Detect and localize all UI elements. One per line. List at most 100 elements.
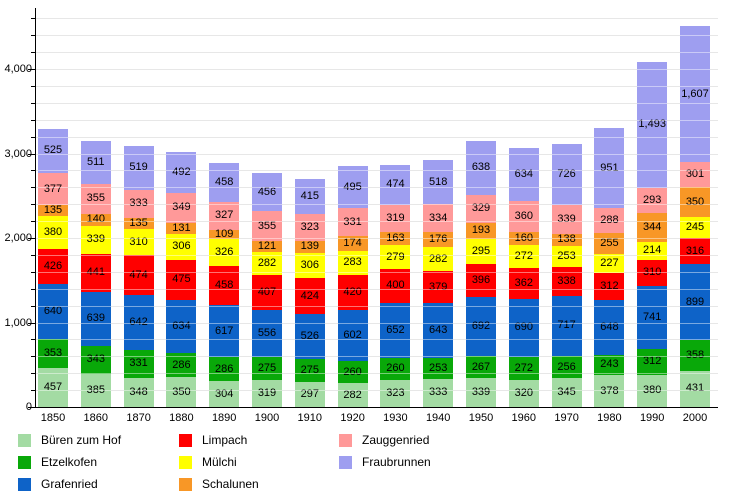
legend-label: Fraubrunnen [362, 455, 431, 469]
segment-value-label: 343 [86, 353, 105, 366]
bar-segment-1960: 360 [508, 201, 539, 232]
segment-value-label: 350 [172, 385, 191, 398]
segment-value-label: 492 [172, 165, 191, 178]
y-tick-label: 2,000 [4, 232, 32, 244]
segment-value-label: 648 [600, 320, 619, 333]
y-tick-label: 4,000 [4, 63, 32, 75]
segment-value-label: 951 [600, 161, 619, 174]
x-tick-label: 1890 [211, 412, 237, 424]
segment-value-label: 306 [172, 240, 191, 253]
bar-segment-1910: 297 [294, 381, 325, 407]
y-minor-tick [31, 170, 35, 172]
bar-segment-2000: 350 [680, 187, 710, 218]
segment-value-label: 319 [257, 387, 277, 400]
segment-value-label: 526 [300, 329, 319, 342]
segment-value-label: 458 [215, 279, 234, 292]
segment-value-label: 378 [600, 384, 619, 397]
segment-value-label: 320 [514, 386, 533, 399]
bar-segment-2000: 358 [680, 340, 710, 371]
gridline [36, 18, 718, 20]
bar-segment-1870: 642 [123, 295, 154, 350]
segment-value-label: 339 [471, 386, 491, 399]
segment-value-label: 140 [86, 213, 105, 226]
bar-segment-1880: 492 [166, 151, 197, 194]
bar-segment-1860: 385 [80, 374, 111, 407]
bar-segment-1900: 319 [252, 380, 282, 407]
segment-value-label: 338 [557, 274, 576, 287]
segment-value-label: 457 [43, 381, 63, 394]
bar-segment-1950: 638 [466, 140, 496, 195]
segment-value-label: 350 [685, 195, 705, 208]
y-minor-tick [31, 339, 35, 341]
gridline [36, 204, 718, 206]
x-tick-label: 1960 [511, 412, 537, 424]
bar-1990: 380 312 741 310 214 344 293 1,493 [637, 61, 668, 407]
bar-segment-1950: 396 [466, 263, 496, 298]
segment-value-label: 279 [386, 250, 405, 263]
gridline-overlay [36, 238, 718, 239]
segment-value-label: 634 [172, 320, 191, 332]
gridline [36, 390, 718, 392]
bar-segment-1940: 282 [423, 247, 454, 272]
segment-value-label: 1,493 [638, 118, 666, 131]
bar-segment-1900: 407 [252, 275, 282, 310]
segment-value-label: 272 [514, 250, 533, 263]
bar-segment-1930: 260 [380, 357, 411, 380]
bar-segment-2000: 431 [680, 370, 710, 407]
bar-segment-1860: 343 [80, 345, 111, 375]
x-tick-label: 1970 [554, 412, 579, 424]
segment-value-label: 362 [514, 276, 533, 289]
bar-segment-1890: 304 [209, 381, 240, 407]
gridline [36, 305, 718, 307]
bar-segment-1920: 174 [337, 236, 368, 251]
bar-segment-1880: 286 [166, 353, 197, 378]
segment-value-label: 431 [685, 382, 705, 395]
bar-segment-1970: 253 [551, 245, 582, 268]
bar-segment-1870: 348 [123, 377, 154, 407]
bar-segment-1980: 648 [594, 299, 625, 355]
segment-value-label: 396 [471, 274, 491, 287]
bar-segment-1990: 741 [637, 285, 668, 349]
x-tick-label: 1880 [169, 412, 194, 424]
segment-value-label: 385 [86, 384, 105, 397]
bar-segment-2000: 899 [680, 264, 710, 341]
segment-value-label: 174 [343, 237, 362, 250]
bar-segment-2000: 316 [680, 237, 710, 265]
legend-column: Limpach Mülchi Schalunen [179, 429, 259, 495]
segment-value-label: 319 [386, 211, 405, 224]
segment-value-label: 415 [300, 189, 319, 202]
segment-value-label: 310 [643, 266, 662, 279]
bar-segment-2000: 1,607 [680, 26, 710, 163]
segment-value-label: 474 [386, 178, 405, 191]
bar-segment-1890: 326 [209, 238, 240, 267]
gridline [36, 136, 718, 138]
gridline [36, 52, 718, 54]
gridline [36, 85, 718, 87]
segment-value-label: 243 [600, 358, 619, 371]
legend-label: Etzelkofen [41, 455, 98, 469]
segment-value-label: 511 [87, 155, 105, 168]
bar-segment-1930: 323 [380, 379, 411, 407]
bar-segment-1970: 338 [551, 267, 582, 296]
bar-segment-1920: 331 [337, 208, 368, 237]
segment-value-label: 227 [600, 257, 619, 270]
segment-value-label: 643 [429, 323, 448, 336]
segment-value-label: 353 [43, 346, 63, 359]
x-tick-label: 1940 [425, 412, 451, 424]
legend-label: Limpach [202, 433, 248, 447]
segment-value-label: 109 [215, 227, 234, 240]
segment-value-label: 692 [471, 320, 491, 333]
y-minor-tick [31, 254, 35, 256]
segment-value-label: 304 [215, 387, 234, 400]
gridline [36, 271, 718, 273]
bar-segment-1960: 362 [508, 268, 539, 299]
bar-segment-1960: 634 [508, 147, 539, 202]
bar-segment-1850: 380 [38, 216, 68, 249]
gridline-overlay [36, 373, 718, 375]
bar-segment-1960: 160 [508, 231, 539, 246]
gridline-overlay [36, 85, 718, 87]
gridline-overlay [36, 153, 718, 155]
bar-segment-1950: 339 [466, 378, 496, 407]
bar-segment-1890: 458 [209, 266, 240, 306]
gridline-overlay [36, 339, 718, 341]
